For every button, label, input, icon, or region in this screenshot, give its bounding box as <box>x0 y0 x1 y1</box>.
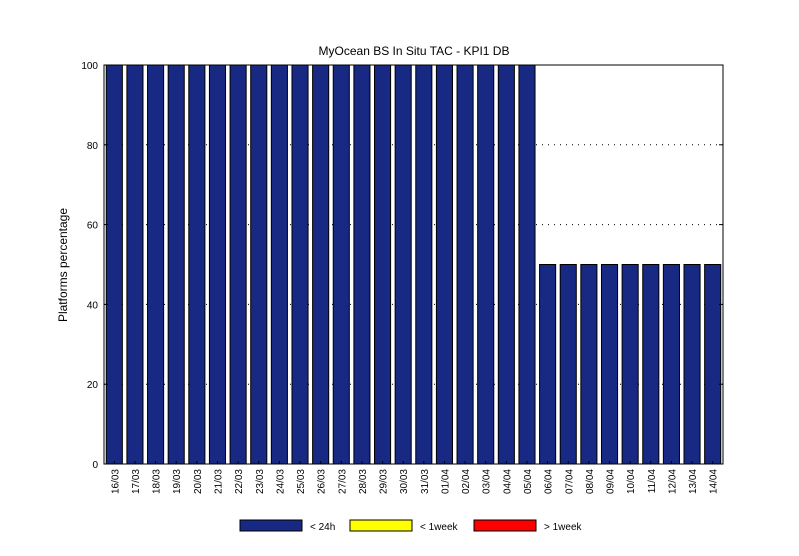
x-tick-label: 27/03 <box>337 469 348 494</box>
x-tick-label: 13/04 <box>688 469 699 494</box>
y-tick-label: 40 <box>87 300 99 311</box>
bar <box>188 64 206 465</box>
bar <box>291 64 309 465</box>
x-tick-label: 01/04 <box>440 469 451 494</box>
legend-swatch <box>349 519 413 532</box>
bar <box>270 64 288 465</box>
x-tick-label: 22/03 <box>234 469 245 494</box>
x-tick-label: 10/04 <box>626 469 637 494</box>
bar <box>353 64 371 465</box>
legend-label: < 24h <box>310 522 335 533</box>
bar <box>167 64 185 465</box>
x-tick-label: 04/04 <box>502 469 513 494</box>
x-tick-label: 16/03 <box>110 469 121 494</box>
y-axis-label: Platforms percentage <box>56 208 70 322</box>
legend-swatch <box>473 519 537 532</box>
bar <box>435 64 453 465</box>
legend-swatch <box>239 519 303 532</box>
bar <box>415 64 433 465</box>
y-tick-label: 100 <box>81 61 98 72</box>
bar <box>621 264 639 465</box>
y-tick-label: 80 <box>87 141 99 152</box>
bar <box>208 64 227 465</box>
bar <box>477 64 495 465</box>
x-tick-label: 31/03 <box>420 469 431 494</box>
bar <box>394 64 412 465</box>
x-tick-label: 18/03 <box>152 469 163 494</box>
x-tick-label: 30/03 <box>399 469 410 494</box>
x-tick-label: 24/03 <box>275 469 286 494</box>
bar <box>497 64 515 465</box>
bar <box>374 64 392 465</box>
legend-label: > 1week <box>544 522 583 533</box>
x-tick-label: 02/04 <box>461 469 472 494</box>
x-tick-label: 09/04 <box>606 469 617 494</box>
x-tick-label: 07/04 <box>564 469 575 494</box>
plot-background <box>104 65 723 464</box>
x-tick-label: 06/04 <box>544 469 555 494</box>
x-tick-label: 25/03 <box>296 469 307 494</box>
plot-frame <box>103 64 724 465</box>
plot-area: 0 20 40 60 80 100 16/03 17/03 18/03 19/03 20/03 21/… <box>81 61 724 494</box>
x-tick-label: 23/03 <box>255 469 266 494</box>
x-tick-label: 11/04 <box>647 469 658 494</box>
bar <box>312 64 330 465</box>
bar <box>229 64 247 465</box>
bar <box>559 264 577 465</box>
x-tick-label: 21/03 <box>213 469 224 494</box>
legend: < 24h < 1week > 1week <box>239 519 583 533</box>
bar <box>332 64 350 465</box>
chart-title: MyOcean BS In Situ TAC - KPI1 DB <box>319 44 510 58</box>
x-tick-label: 14/04 <box>709 469 720 494</box>
x-tick-label: 28/03 <box>358 469 369 494</box>
legend-label: < 1week <box>420 522 459 533</box>
bar <box>662 264 680 465</box>
x-tick-label: 26/03 <box>317 469 328 494</box>
x-tick-label: 12/04 <box>667 469 678 494</box>
x-tick-label: 03/04 <box>482 469 493 494</box>
bar <box>683 264 701 465</box>
x-tick-label: 17/03 <box>131 469 142 494</box>
x-tick-label: 05/04 <box>523 469 534 494</box>
bar <box>539 264 557 465</box>
bar <box>456 64 474 465</box>
bar <box>126 64 144 465</box>
y-tick-label: 60 <box>87 221 99 232</box>
bar <box>250 64 268 465</box>
x-tick-label: 08/04 <box>585 469 596 494</box>
y-tick-label: 20 <box>87 380 99 391</box>
bar <box>642 264 660 465</box>
x-tick-label: 29/03 <box>379 469 390 494</box>
x-tick-label: 20/03 <box>193 469 204 494</box>
bar <box>105 64 123 465</box>
bar <box>518 64 536 465</box>
bar <box>580 264 598 465</box>
y-tick-label: 0 <box>92 460 98 471</box>
bar <box>600 264 619 465</box>
bar <box>704 264 722 465</box>
bar <box>147 64 165 465</box>
x-tick-label: 19/03 <box>172 469 183 494</box>
